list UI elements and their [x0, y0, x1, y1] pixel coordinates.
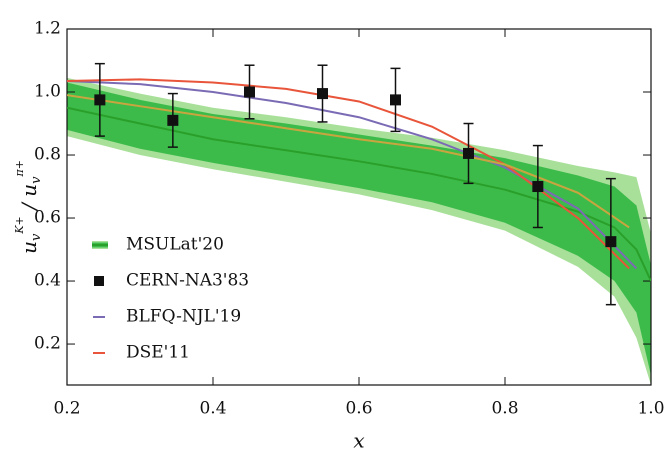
y-tick-label: 1.0	[34, 82, 61, 102]
y-label-part: K+	[13, 216, 26, 234]
data-point	[532, 181, 544, 193]
y-label-part: v	[29, 233, 44, 241]
data-point	[94, 94, 106, 106]
curve	[67, 106, 651, 282]
curve	[67, 94, 630, 229]
y-tick-label: 0.4	[34, 271, 61, 291]
x-tick-label: 1.0	[637, 399, 664, 419]
y-label-part: u	[17, 241, 41, 254]
y-tick-label: 0.2	[34, 334, 61, 354]
y-label-part: v	[29, 176, 44, 184]
x-tick-label: 0.6	[345, 399, 372, 419]
data-point	[390, 94, 401, 106]
legend-label: DSE'11	[126, 343, 190, 363]
x-tick-label: 0.4	[199, 399, 226, 419]
x-axis-label: x	[353, 429, 364, 453]
y-label-part: /	[17, 197, 41, 216]
curve	[67, 78, 630, 270]
y-label-text: uvK+ / uvπ+	[13, 160, 44, 254]
data-point	[167, 114, 179, 126]
y-label-part: π+	[13, 160, 26, 177]
legend-symbol	[94, 276, 104, 286]
y-axis-label: uvK+ / uvπ+	[13, 160, 44, 254]
data-point	[317, 88, 328, 100]
uncertainty-band	[67, 82, 651, 376]
y-label-part: u	[17, 184, 41, 197]
legend-label: BLFQ-NJL'19	[126, 307, 241, 327]
data-point	[605, 236, 617, 248]
legend-label: MSULat'20	[126, 235, 224, 255]
y-tick-label: 0.8	[34, 145, 61, 165]
data-point	[463, 147, 474, 159]
y-tick-label: 1.2	[34, 19, 61, 39]
data-point	[244, 86, 255, 98]
x-tick-label: 0.2	[53, 399, 80, 419]
y-tick-label: 0.6	[34, 208, 61, 228]
x-tick-label: 0.8	[491, 399, 518, 419]
curve	[67, 79, 638, 270]
legend-label: CERN-NA3'83	[126, 271, 249, 291]
